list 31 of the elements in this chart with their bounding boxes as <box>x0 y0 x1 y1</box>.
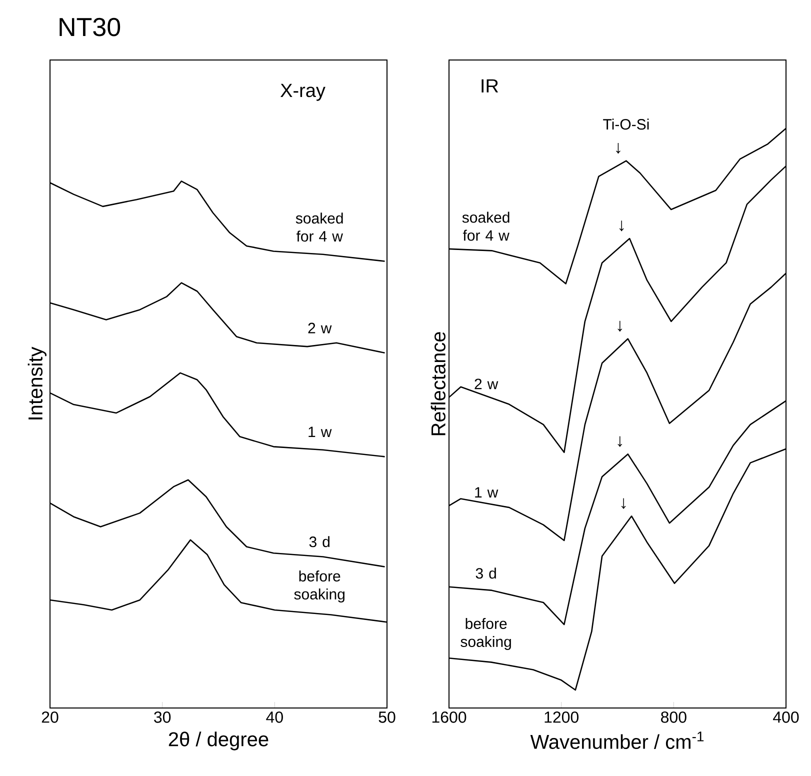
annotation: ↓ <box>621 498 626 509</box>
annotation: ↓ <box>618 320 622 332</box>
series-label: soaked for 4 w <box>462 212 510 241</box>
annotation: ↓ <box>616 142 620 154</box>
series-label: 3 d <box>309 536 330 548</box>
annotation: Ti-O-Si <box>603 118 649 130</box>
x-tick-label: 20 <box>42 712 58 723</box>
x-tick-label: 50 <box>378 712 396 723</box>
series-label: before soaking <box>460 618 511 650</box>
series-label: 1 w <box>475 487 498 498</box>
series-label: before soaking <box>294 570 344 602</box>
series-label: 2 w <box>308 322 332 334</box>
y-axis-title: Intensity <box>28 346 46 420</box>
chart-title: NT30 <box>60 18 120 36</box>
series-label: soaked for 4 w <box>296 212 343 242</box>
x-axis-title: Wavenumber / cm$^{-1}$ <box>530 732 704 750</box>
series-label: 1 w <box>308 426 332 438</box>
x-tick-label: 800 <box>661 712 686 723</box>
y-axis-title: Reflectance <box>430 332 446 436</box>
x-tick-label: 1600 <box>432 712 466 723</box>
x-axis-title: 2θ / degree <box>168 732 268 750</box>
series-label: 3 d <box>476 568 496 579</box>
x-tick-label: 1200 <box>544 712 579 723</box>
series-label: 2 w <box>474 378 498 390</box>
annotation: ↓ <box>618 436 622 447</box>
chart-subtitle: X-ray <box>280 84 326 101</box>
x-tick-label: 30 <box>154 712 171 723</box>
annotation: ↓ <box>619 220 624 232</box>
x-tick-label: 40 <box>266 712 283 723</box>
chart-subtitle: IR <box>482 79 498 92</box>
x-tick-label: 400 <box>773 712 799 723</box>
